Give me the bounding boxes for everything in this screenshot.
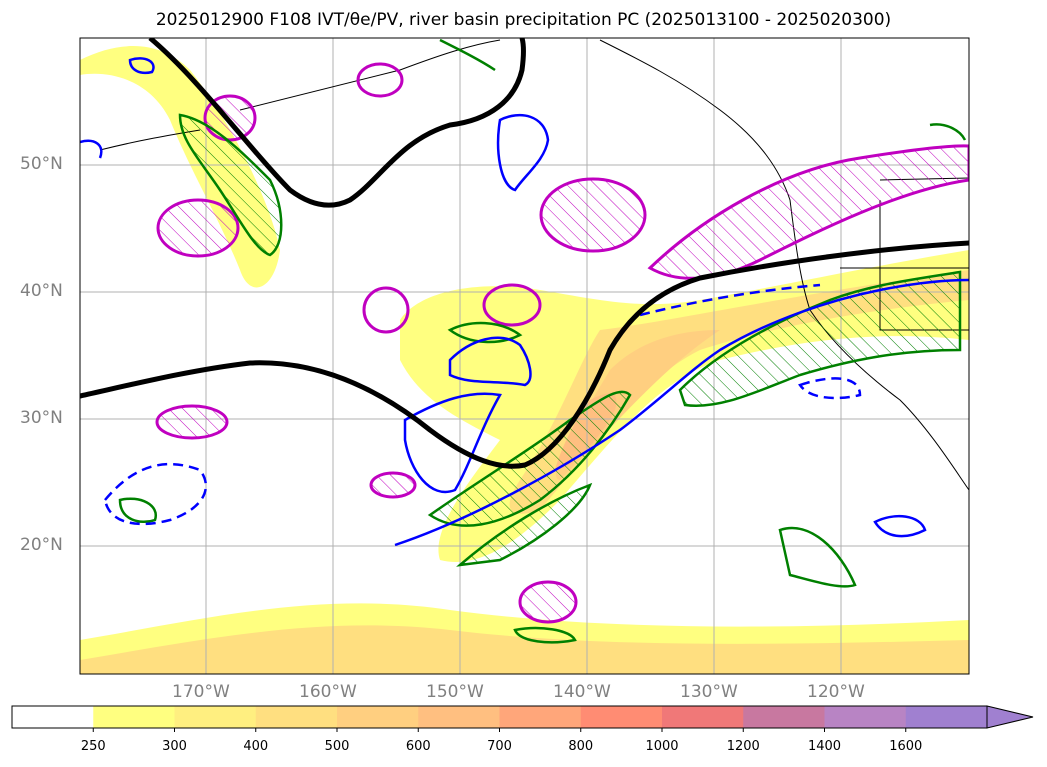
colorbar-segment: [174, 706, 257, 728]
colorbar-tick-label: 1600: [889, 739, 922, 754]
lon-label-120w: 120°W: [807, 682, 865, 702]
colorbar-segment: [255, 706, 338, 728]
colorbar-ticks: 250 300 400 500 600 700 800 1000 1200 1400 1600: [81, 728, 922, 754]
colorbar-extend-arrow: [986, 705, 1034, 729]
lat-label-50n: 50°N: [20, 154, 63, 174]
pv-contours: [155, 62, 969, 624]
colorbar-segments: [11, 705, 1034, 729]
lon-label-160w: 160°W: [299, 682, 357, 702]
colorbar-tick-label: 400: [243, 739, 268, 754]
colorbar-tick-label: 1000: [645, 739, 678, 754]
colorbar-segment: [580, 706, 663, 728]
colorbar-tick-label: 1400: [808, 739, 841, 754]
colorbar-tick-label: 800: [568, 739, 593, 754]
colorbar-tick-label: 700: [487, 739, 512, 754]
colorbar-segment: [824, 706, 907, 728]
lon-label-130w: 130°W: [680, 682, 738, 702]
precip-positive-contours: [118, 38, 967, 644]
colorbar-segment: [337, 706, 419, 728]
colorbar-segment: [418, 706, 500, 728]
colorbar-tick-label: 500: [325, 739, 350, 754]
colorbar-segment: [93, 706, 175, 728]
colorbar-segment: [905, 706, 988, 728]
colorbar-tick-label: 1200: [727, 739, 760, 754]
map-title: 2025012900 F108 IVT/θe/PV, river basin p…: [155, 10, 892, 30]
lat-label-40n: 40°N: [20, 281, 63, 301]
theta-e-contour: [80, 38, 969, 469]
lon-label-170w: 170°W: [172, 682, 230, 702]
map-frame: [79, 37, 970, 675]
colorbar-tick-label: 250: [81, 739, 106, 754]
colorbar-segment: [662, 706, 744, 728]
colorbar-segment: [499, 706, 582, 728]
colorbar-tick-label: 300: [162, 739, 187, 754]
colorbar-segment: [12, 706, 94, 728]
lon-label-150w: 150°W: [426, 682, 484, 702]
colorbar-segment: [743, 706, 825, 728]
colorbar-tick-label: 600: [406, 739, 431, 754]
lon-label-140w: 140°W: [553, 682, 611, 702]
lat-label-20n: 20°N: [20, 535, 63, 555]
lat-label-30n: 30°N: [20, 408, 63, 428]
precip-negative-contours: [80, 57, 969, 547]
